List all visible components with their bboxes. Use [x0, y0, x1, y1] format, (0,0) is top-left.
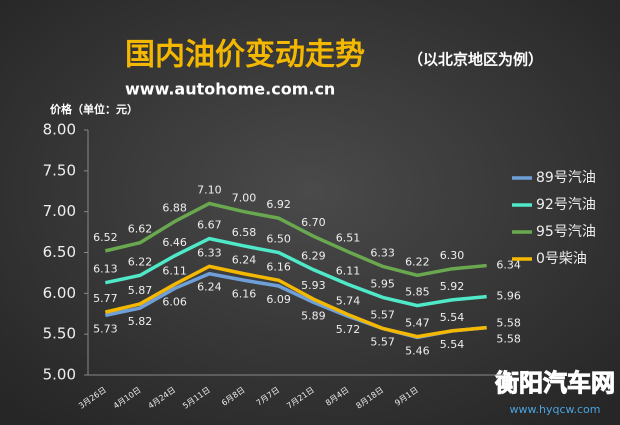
series-line [104, 236, 487, 308]
data-label: 5.57 [370, 335, 395, 348]
data-label: 5.58 [496, 333, 521, 346]
legend-label: 89号汽油 [536, 170, 596, 186]
data-label: 5.92 [440, 280, 465, 293]
watermark: 衡阳汽车网 [495, 369, 615, 397]
legend-label: 95号汽油 [536, 224, 596, 240]
data-label: 6.16 [266, 260, 291, 273]
data-label: 6.67 [197, 219, 222, 232]
data-label: 6.30 [440, 249, 465, 262]
data-label: 6.92 [266, 198, 291, 211]
y-axis-label: 价格（单位：元） [50, 102, 138, 116]
data-label: 6.24 [232, 254, 257, 267]
data-label: 6.58 [232, 226, 257, 239]
y-tick-label: 8.00 [43, 121, 76, 139]
legend-label: 92号汽油 [536, 197, 596, 213]
y-tick-label: 7.00 [43, 202, 76, 220]
y-tick-label: 6.00 [43, 284, 76, 302]
data-label: 5.74 [336, 295, 361, 308]
data-label: 5.73 [93, 322, 118, 335]
data-label: 5.77 [93, 292, 118, 305]
data-label: 5.57 [370, 308, 395, 321]
data-label: 6.06 [162, 295, 187, 308]
data-label: 5.82 [128, 315, 153, 328]
data-label: 7.10 [197, 184, 222, 197]
data-label: 5.58 [496, 317, 521, 330]
data-label: 6.11 [336, 264, 361, 277]
data-label: 6.29 [301, 250, 326, 263]
data-label: 6.33 [197, 246, 222, 259]
data-label: 5.72 [336, 323, 361, 336]
chart-subtitle: （以北京地区为例） [408, 51, 543, 69]
chart-title: 国内油价变动走势 [125, 38, 365, 73]
watermark-url: www.hyqcw.com [510, 403, 601, 416]
data-label: 5.85 [405, 286, 430, 299]
data-label: 5.54 [440, 311, 465, 324]
data-label: 6.70 [301, 216, 326, 229]
data-label: 7.00 [232, 192, 257, 205]
data-label: 6.22 [405, 255, 430, 268]
data-label: 6.51 [336, 232, 361, 245]
data-label: 6.22 [128, 255, 153, 268]
data-label: 6.13 [93, 263, 118, 276]
y-tick-label: 6.50 [43, 243, 76, 261]
data-label: 5.95 [370, 277, 395, 290]
data-label: 6.62 [128, 223, 153, 236]
legend-label: 0号柴油 [536, 251, 587, 267]
data-label: 6.24 [197, 281, 222, 294]
y-tick-label: 5.50 [43, 325, 76, 343]
data-label: 6.11 [162, 264, 187, 277]
data-label: 5.46 [405, 344, 430, 357]
data-label: 5.96 [496, 290, 521, 303]
series-line [104, 264, 487, 339]
data-label: 6.52 [93, 231, 118, 244]
data-label: 6.34 [496, 259, 521, 272]
data-label: 6.33 [370, 246, 395, 259]
data-label: 6.16 [232, 287, 257, 300]
y-tick-label: 7.50 [43, 161, 76, 179]
data-label: 5.89 [301, 309, 326, 322]
data-label: 6.88 [162, 201, 187, 214]
data-label: 6.09 [266, 293, 291, 306]
source: www.autohome.com.cn [125, 80, 335, 99]
data-label: 5.87 [128, 284, 153, 297]
data-label: 5.47 [405, 317, 430, 330]
data-label: 6.50 [266, 233, 291, 246]
data-label: 6.46 [162, 236, 187, 249]
y-tick-label: 5.00 [43, 366, 76, 384]
series-line [104, 201, 487, 278]
data-label: 5.93 [301, 279, 326, 292]
data-label: 5.54 [440, 338, 465, 351]
